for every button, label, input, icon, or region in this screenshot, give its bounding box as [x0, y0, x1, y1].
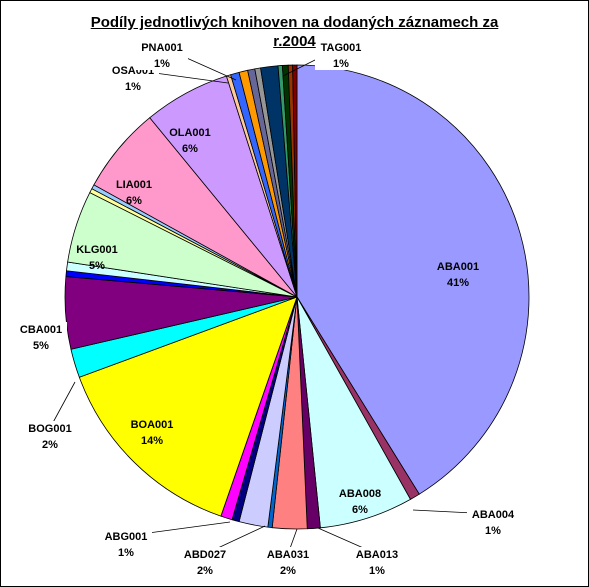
slice-label-pct-aba001: 41%	[447, 277, 469, 289]
label-bg-bog001	[24, 421, 76, 451]
slice-label-pct-aba031: 2%	[280, 565, 296, 577]
slice-label-tag001: TAG001 1%	[321, 42, 362, 70]
slice-label-name-aba001: ABA001	[437, 261, 479, 273]
slice-label-pct-tag001: 1%	[333, 58, 349, 70]
slice-label-name-klg001: KLG001	[76, 244, 118, 256]
label-bg-pna001	[136, 40, 188, 70]
slice-label-name-aba013: ABA013	[356, 549, 398, 561]
slice-label-name-abd027: ABD027	[184, 549, 226, 561]
slice-label-pct-abg001: 1%	[118, 547, 134, 559]
slice-label-ola001: OLA001 6%	[169, 127, 211, 155]
slice-label-bog001: BOG001 2%	[28, 423, 71, 451]
slice-label-aba031: ABA031 2%	[267, 549, 309, 577]
slice-label-abg001: ABG001 1%	[105, 531, 148, 559]
slice-label-name-bog001: BOG001	[28, 423, 71, 435]
slice-label-pct-lia001: 6%	[126, 195, 142, 207]
label-bg-abg001	[100, 529, 152, 559]
slice-label-boa001: BOA001 14%	[131, 419, 174, 447]
slice-label-pct-osa001: 1%	[125, 81, 141, 93]
slice-label-aba004: ABA004 1%	[472, 509, 515, 537]
slice-label-lia001: LIA001 6%	[116, 179, 152, 207]
slice-label-abd027: ABD027 2%	[184, 549, 226, 577]
pie-slice-s29	[292, 64, 298, 298]
pie-slice-boa001	[78, 296, 298, 517]
slice-label-pct-boa001: 14%	[141, 435, 163, 447]
chart-title-line-1: Podíly jednotlivých knihoven na dodaných…	[90, 14, 499, 31]
slice-label-pct-aba013: 1%	[369, 565, 385, 577]
slice-label-name-aba031: ABA031	[267, 549, 309, 561]
slice-label-aba008: ABA008 6%	[339, 488, 381, 516]
slice-label-pct-pna001: 1%	[154, 58, 170, 70]
slice-label-name-pna001: PNA001	[141, 42, 183, 54]
slice-label-pna001: PNA001 1%	[141, 42, 183, 70]
label-bg-abd027	[179, 547, 231, 577]
slice-label-name-boa001: BOA001	[131, 419, 174, 431]
pie-slice-aba001	[296, 64, 530, 495]
slice-label-aba013: ABA013 1%	[356, 549, 398, 577]
chart-title-line-2: r.2004	[273, 33, 316, 50]
label-bg-cba001	[15, 322, 67, 352]
slice-label-klg001: KLG001 5%	[76, 244, 118, 272]
label-bg-tag001	[315, 40, 367, 70]
slice-label-pct-ola001: 6%	[182, 143, 198, 155]
slice-label-pct-aba008: 6%	[352, 504, 368, 516]
slice-label-pct-cba001: 5%	[33, 340, 49, 352]
slice-label-name-abg001: ABG001	[105, 531, 148, 543]
slice-label-pct-aba004: 1%	[485, 525, 501, 537]
slice-label-aba001: ABA001 41%	[437, 261, 479, 289]
slice-label-name-lia001: LIA001	[116, 179, 152, 191]
label-bg-aba013	[351, 547, 403, 577]
slice-label-pct-klg001: 5%	[89, 260, 105, 272]
slice-label-name-tag001: TAG001	[321, 42, 362, 54]
slice-label-pct-abd027: 2%	[197, 565, 213, 577]
slice-label-cba001: CBA001 5%	[20, 324, 62, 352]
slice-label-pct-bog001: 2%	[42, 439, 58, 451]
slice-label-name-aba004: ABA004	[472, 509, 515, 521]
slice-label-name-aba008: ABA008	[339, 488, 381, 500]
label-bg-aba004	[467, 507, 519, 537]
slice-label-name-cba001: CBA001	[20, 324, 62, 336]
label-bg-aba031	[262, 547, 314, 577]
leader-line-bog001	[49, 381, 76, 429]
slice-label-name-ola001: OLA001	[169, 127, 211, 139]
